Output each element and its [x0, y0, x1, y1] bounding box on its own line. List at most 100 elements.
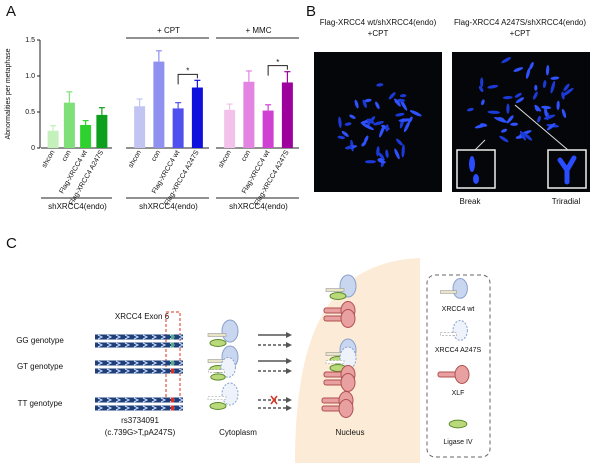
xrcc4-tail: [325, 360, 345, 364]
chromosome: [344, 122, 352, 126]
xrcc4-tail: [207, 396, 227, 400]
x-tick-label: con: [61, 149, 73, 162]
xrcc4-tail: [208, 369, 225, 373]
genotype-label: TT genotype: [18, 399, 63, 408]
chromosome: [529, 61, 534, 70]
chromosome: [467, 107, 474, 112]
chromosome: [377, 159, 386, 164]
chromosome: [338, 116, 342, 129]
chromosome: [395, 112, 405, 117]
chevron: [133, 334, 140, 340]
bar: [134, 106, 146, 148]
chromosome: [494, 116, 508, 123]
chromosome: [487, 110, 501, 114]
chevron: [142, 368, 149, 374]
legend-box: [426, 274, 491, 458]
chevron: [142, 360, 149, 366]
chevron: [106, 368, 113, 374]
chromosome: [557, 155, 577, 185]
chromosome: [561, 108, 567, 119]
legend-label: XLF: [452, 390, 465, 397]
chromosome: [362, 99, 367, 108]
chromosome: [550, 80, 556, 94]
bar: [224, 109, 236, 148]
chevron: [160, 405, 167, 411]
chromosome: [394, 148, 400, 160]
bar: [153, 61, 165, 148]
chevron: [106, 334, 113, 340]
image-title: Flag-XRCC4 A247S/shXRCC4(endo): [454, 18, 586, 27]
xlf-head: [338, 399, 354, 418]
chromosome: [506, 103, 510, 114]
x-tick-label: con: [150, 149, 162, 162]
xrcc4: [452, 278, 468, 299]
significance-bracket: [267, 65, 288, 76]
error-bar: [175, 102, 182, 109]
chromosome: [388, 92, 396, 100]
chromosome: [401, 144, 405, 158]
group-label: shXRCC4(endo): [48, 202, 107, 211]
arrow-head: [286, 405, 292, 411]
chevron: [124, 368, 131, 374]
chromosome: [399, 94, 407, 98]
group-title: + CPT: [157, 26, 180, 35]
chevron: [178, 360, 185, 366]
xrcc4: [221, 382, 239, 406]
chromosome: [541, 105, 552, 110]
panel-label: B: [306, 3, 316, 20]
arrow-head: [286, 342, 292, 348]
chromosome: [544, 107, 548, 117]
chromosome: [480, 77, 484, 88]
y-tick-label: 0.5: [25, 109, 35, 116]
bar: [262, 110, 274, 148]
chromosome: [480, 123, 488, 127]
error-bar: [66, 91, 73, 103]
chevron: [115, 397, 122, 403]
chromosome: [514, 92, 522, 98]
arrow-head: [286, 397, 292, 403]
chevron: [106, 397, 113, 403]
chevron: [178, 397, 185, 403]
chevron: [115, 342, 122, 348]
error-bar: [50, 125, 57, 131]
chromosome: [469, 156, 475, 172]
chromosome: [376, 83, 384, 87]
chevron: [124, 397, 131, 403]
ligase-iv: [209, 402, 227, 410]
x-tick-label: shcon: [41, 149, 56, 169]
chevron: [115, 368, 122, 374]
chevron: [124, 342, 131, 348]
chromosome: [364, 160, 377, 164]
chromosome: [398, 118, 412, 122]
snp-site: [171, 405, 174, 411]
chromosome: [337, 135, 345, 140]
chevron: [142, 334, 149, 340]
error-bar: [155, 50, 162, 62]
chevron: [133, 405, 140, 411]
chromosome: [403, 120, 411, 133]
pointer: [474, 139, 486, 151]
snp-detail: (c.739G>T,pA247S): [105, 428, 176, 437]
snp-site: [171, 360, 174, 366]
error-bar: [284, 71, 291, 83]
xlf-head: [340, 309, 356, 328]
chromosome: [502, 95, 513, 100]
group-label: shXRCC4(endo): [139, 202, 198, 211]
bar: [80, 124, 92, 148]
chromosome: [349, 114, 356, 119]
error-bar: [245, 70, 252, 82]
chromosome: [487, 84, 499, 89]
chromosome: [364, 98, 372, 103]
bar: [243, 81, 255, 148]
chevron: [133, 397, 140, 403]
chevron: [97, 368, 104, 374]
chromosome: [515, 97, 525, 104]
chromosome: [550, 76, 560, 80]
arrow-head: [286, 332, 292, 338]
significance-label: *: [276, 58, 279, 67]
compartment-label: Nucleus: [336, 428, 365, 437]
ligase-iv: [209, 339, 227, 347]
chromosome: [385, 149, 389, 159]
x-tick-label: con: [240, 149, 252, 162]
